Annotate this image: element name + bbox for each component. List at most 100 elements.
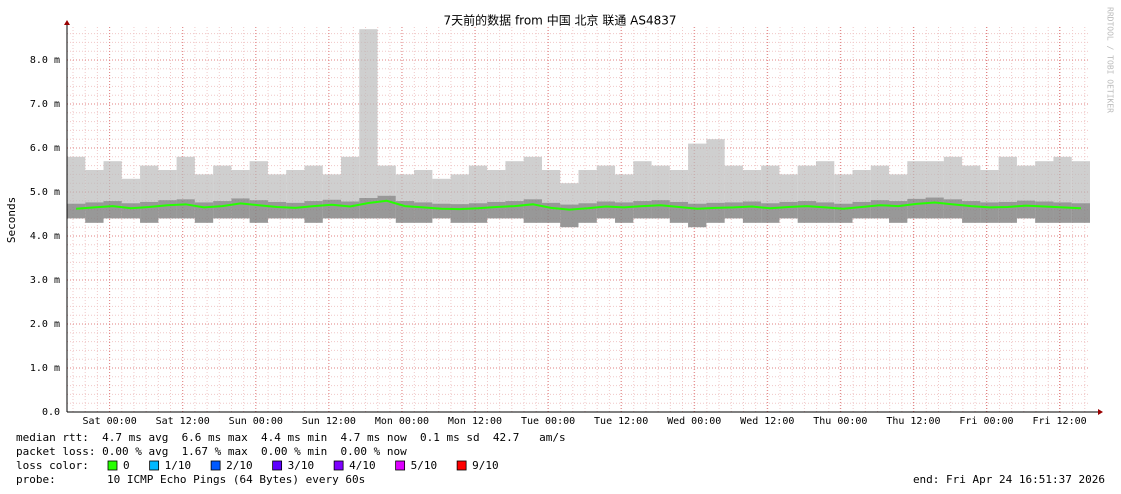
x-tick-label: Wed 00:00	[667, 416, 721, 427]
smoke	[176, 156, 195, 219]
packet-loss: packet loss: 0.00 % avg 1.67 % max 0.00 …	[16, 445, 407, 458]
smoke-core	[980, 202, 999, 223]
smoke-core	[341, 201, 360, 219]
x-tick-label: Sat 00:00	[83, 416, 137, 427]
smoke-core	[103, 201, 122, 219]
smoke-core	[779, 201, 798, 219]
y-tick-label: 6.0 m	[30, 143, 60, 154]
smoke	[706, 139, 725, 223]
smoke-core	[121, 203, 141, 219]
smoke-core	[1053, 202, 1072, 223]
smoke-core	[377, 195, 396, 219]
smoke-core	[67, 203, 86, 219]
smoke-core	[304, 201, 323, 223]
smoke-core	[176, 199, 195, 219]
loss-swatch	[456, 460, 467, 471]
x-tick-label: Wed 12:00	[740, 416, 794, 427]
x-tick-label: Fri 00:00	[959, 416, 1013, 427]
smoke-core	[468, 203, 488, 223]
smoke	[541, 170, 561, 223]
smoke	[505, 161, 524, 219]
x-tick-label: Tue 12:00	[594, 416, 648, 427]
watermark: RRDTOOL / TOBI OETIKER	[1106, 7, 1115, 113]
probe: 10 ICMP Echo Pings (64 Bytes) every 60s	[107, 473, 365, 486]
smoke-core	[359, 198, 378, 219]
smoke-core	[1016, 200, 1036, 219]
smoke-core	[669, 201, 689, 223]
smoke-core	[1035, 201, 1054, 223]
smoke-core	[85, 202, 104, 223]
y-tick-label: 5.0 m	[30, 187, 60, 198]
loss-swatch	[107, 460, 118, 471]
smoke-core	[140, 201, 159, 223]
loss-swatch	[210, 460, 221, 471]
smoke-core	[633, 201, 652, 219]
loss-label: 5/10	[411, 459, 438, 472]
smoke-core	[1071, 203, 1090, 223]
smoke-core	[158, 200, 177, 219]
smoke-core	[943, 199, 963, 219]
smoke-core	[706, 202, 725, 223]
smoke-core	[231, 198, 250, 219]
smoke-core	[962, 201, 981, 223]
smoke-core	[688, 203, 707, 228]
median-line	[76, 199, 1081, 211]
loss-label: 9/10	[472, 459, 499, 472]
smoke	[523, 156, 542, 223]
x-tick-label: Sun 00:00	[229, 416, 283, 427]
smoke-core	[505, 201, 524, 219]
smoke-core	[578, 203, 597, 223]
smoke	[286, 170, 305, 219]
smoke	[889, 174, 908, 223]
y-tick-label: 4.0 m	[30, 231, 60, 242]
smoke-core	[907, 198, 926, 219]
smoke	[249, 161, 268, 223]
smoke	[962, 165, 981, 223]
smoke	[414, 170, 433, 223]
smoke-core	[742, 201, 762, 223]
smoke	[560, 183, 579, 228]
arrow	[1098, 409, 1103, 415]
smoke-core	[213, 201, 232, 219]
y-axis-label: Seconds	[5, 197, 18, 243]
x-tick-label: Mon 00:00	[375, 416, 429, 427]
smoke-core	[870, 200, 890, 219]
smoke	[596, 165, 616, 219]
smoke	[450, 174, 469, 223]
smoke-core	[523, 199, 542, 223]
x-tick-label: Sat 12:00	[156, 416, 210, 427]
smoke	[194, 174, 214, 223]
loss-label: 0	[123, 459, 130, 472]
smoke	[140, 165, 159, 223]
loss-swatch	[395, 460, 406, 471]
plot-area	[67, 27, 1090, 413]
smoke	[615, 174, 634, 223]
chart-title: 7天前的数据 from 中国 北京 联通 AS4837	[444, 13, 677, 28]
smoke	[688, 143, 707, 228]
x-tick-label: Mon 12:00	[448, 416, 502, 427]
smoke-core	[925, 197, 944, 219]
smoke	[980, 170, 999, 223]
median-rtt: median rtt: 4.7 ms avg 6.6 ms max 4.4 ms…	[16, 431, 566, 444]
smoke-core	[414, 202, 433, 223]
arrow	[64, 20, 70, 25]
smoke	[231, 170, 250, 219]
smoke-core	[322, 199, 342, 219]
loss-swatch	[272, 460, 283, 471]
smoke-core	[615, 202, 634, 223]
smoke-core	[724, 202, 743, 219]
smoke-core	[267, 201, 287, 219]
smoke	[395, 174, 415, 223]
x-tick-label: Thu 00:00	[813, 416, 867, 427]
loss-label: 3/10	[288, 459, 315, 472]
smoke-core	[797, 201, 816, 223]
smoke	[925, 161, 944, 219]
y-tick-label: 1.0 m	[30, 363, 60, 374]
y-tick-label: 7.0 m	[30, 99, 60, 110]
loss-label: 4/10	[349, 459, 376, 472]
end-time: end: Fri Apr 24 16:51:37 2026	[913, 473, 1105, 486]
smoke-core	[450, 204, 469, 223]
smoke-core	[815, 202, 835, 223]
loss-label: 2/10	[226, 459, 253, 472]
